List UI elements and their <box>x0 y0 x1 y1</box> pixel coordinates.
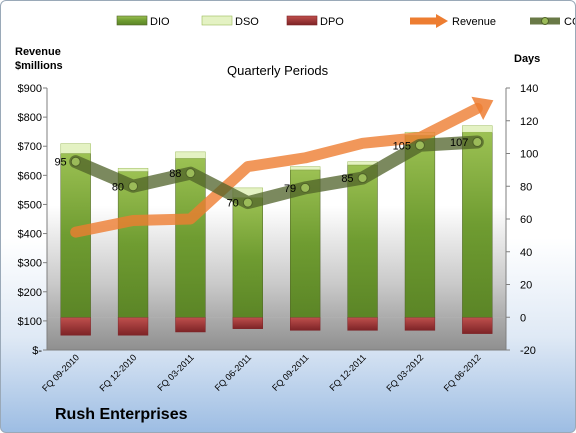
ccc-data-label: 85 <box>341 173 353 185</box>
ccc-point <box>357 173 368 184</box>
ccc-point <box>242 197 253 208</box>
ccc-data-label: 79 <box>284 183 296 195</box>
revenue-line <box>70 102 483 238</box>
dso-bar <box>462 125 493 133</box>
dso-bar <box>175 151 206 159</box>
ccc-point <box>70 156 81 167</box>
x-tick-label: FQ 09-2010 <box>40 352 81 393</box>
legend-swatch-dio <box>116 15 148 26</box>
dio-bar <box>232 197 263 318</box>
dpo-bar <box>60 317 91 336</box>
right-tick-label: 80 <box>520 181 532 193</box>
x-tick-label: FQ 12-2011 <box>327 352 368 393</box>
right-tick-label: 0 <box>520 312 526 324</box>
dpo-bar <box>232 317 263 329</box>
left-axis-title-line1: Revenue <box>15 46 61 58</box>
legend-swatch-revenue-head <box>436 14 448 28</box>
chart-title: Quarterly Periods <box>227 63 329 78</box>
legend-label-ccc: CCC <box>564 16 575 28</box>
ccc-data-label: 88 <box>169 168 181 180</box>
ccc-data-label: 107 <box>450 137 468 149</box>
legend-swatch-dso <box>201 15 233 26</box>
x-tick-label: FQ 03-2011 <box>155 352 196 393</box>
ccc-point <box>414 140 425 151</box>
dpo-bar <box>404 317 436 331</box>
left-tick-label: $900 <box>18 83 42 95</box>
legend-swatch-dpo <box>286 15 318 26</box>
left-tick-label: $100 <box>18 316 42 328</box>
dso-bar <box>117 167 149 172</box>
left-tick-label: $300 <box>18 258 42 270</box>
x-tick-label: FQ 06-2011 <box>213 352 254 393</box>
right-tick-label: 40 <box>520 247 532 259</box>
ccc-data-label: 105 <box>393 140 411 152</box>
ccc-data-label: 80 <box>112 181 124 193</box>
dio-bar <box>347 164 378 318</box>
dio-bar <box>117 171 149 318</box>
left-tick-label: $600 <box>18 170 42 182</box>
legend-label-revenue: Revenue <box>452 16 496 28</box>
dio-bar <box>404 135 436 318</box>
dpo-bar <box>347 317 378 331</box>
ccc-data-label: 95 <box>54 157 66 169</box>
right-tick-label: 20 <box>520 280 532 292</box>
right-tick-label: 140 <box>520 83 538 95</box>
left-tick-label: $500 <box>18 199 42 211</box>
legend-label-dio: DIO <box>150 16 170 28</box>
ccc-point <box>472 137 483 148</box>
dpo-bar <box>117 317 149 336</box>
left-axis-title-line2: $millions <box>15 60 63 72</box>
dpo-bar <box>290 317 321 331</box>
ccc-point <box>300 182 311 193</box>
left-tick-label: $700 <box>18 141 42 153</box>
dso-bar <box>290 166 321 171</box>
dio-bar <box>462 131 493 318</box>
left-tick-label: $200 <box>18 287 42 299</box>
dpo-bar <box>175 317 206 333</box>
x-tick-label: FQ 12-2010 <box>97 352 138 393</box>
right-tick-label: 60 <box>520 214 532 226</box>
left-tick-label: $800 <box>18 112 42 124</box>
right-tick-label: 100 <box>520 149 538 161</box>
dso-bar <box>60 143 91 154</box>
company-name: Rush Enterprises <box>55 406 188 423</box>
ccc-data-label: 70 <box>227 198 239 210</box>
dpo-bar <box>462 317 493 334</box>
x-tick-label: FQ 09-2011 <box>270 352 311 393</box>
legend-swatch-ccc-dot <box>541 17 549 25</box>
right-tick-label: 120 <box>520 116 538 128</box>
dso-bar <box>347 161 378 166</box>
right-tick-label: -20 <box>520 345 536 357</box>
legend-label-dso: DSO <box>235 16 259 28</box>
x-tick-label: FQ 06-2012 <box>442 352 483 393</box>
right-axis-title: Days <box>514 53 541 65</box>
x-tick-label: FQ 03-2012 <box>384 352 425 393</box>
legend-label-dpo: DPO <box>320 16 344 28</box>
left-tick-label: $- <box>32 345 42 357</box>
ccc-line <box>69 135 484 210</box>
left-tick-label: $400 <box>18 229 42 241</box>
revenue-arrowhead <box>471 96 494 120</box>
ccc-point <box>185 168 196 179</box>
ccc-point <box>128 181 139 192</box>
